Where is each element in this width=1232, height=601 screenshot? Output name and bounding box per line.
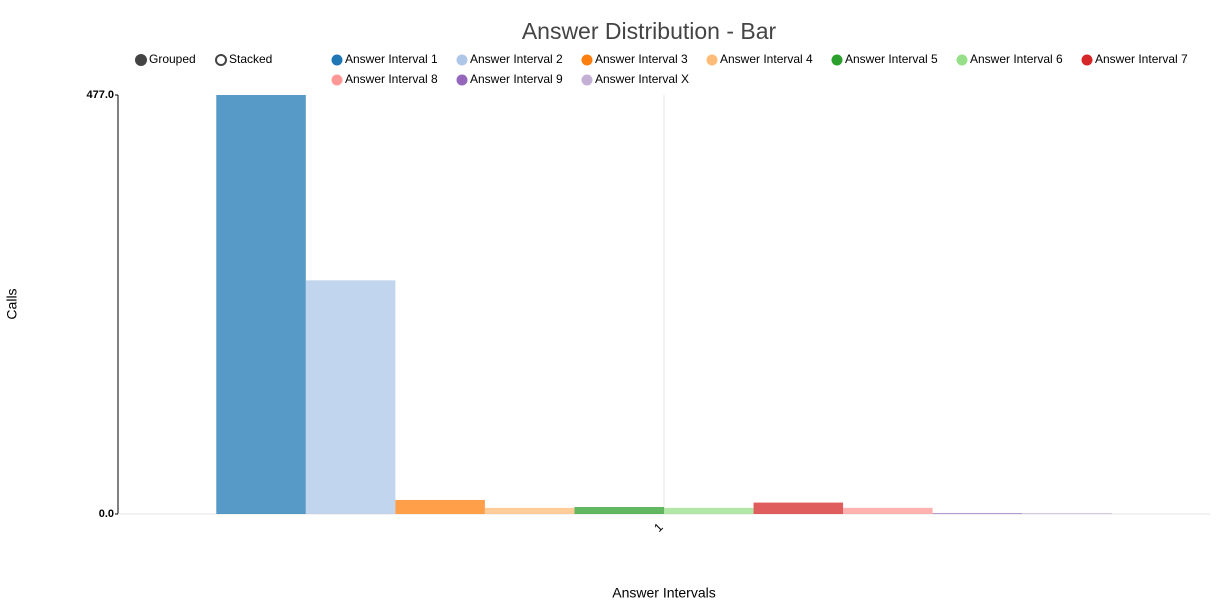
legend-label[interactable]: Answer Interval 3 xyxy=(595,52,688,66)
control-label[interactable]: Grouped xyxy=(149,52,196,66)
legend-dot[interactable] xyxy=(831,54,843,66)
x-axis-label: Answer Intervals xyxy=(612,585,715,601)
legend-label[interactable]: Answer Interval 4 xyxy=(720,52,813,66)
legend-dot[interactable] xyxy=(581,54,593,66)
legend-dot[interactable] xyxy=(1081,54,1093,66)
legend-dot[interactable] xyxy=(331,54,343,66)
bar xyxy=(305,280,396,514)
control-label[interactable]: Stacked xyxy=(229,52,272,66)
bar xyxy=(843,507,933,514)
bar xyxy=(574,506,664,514)
y-axis-label: Calls xyxy=(4,288,20,319)
bar xyxy=(395,499,485,514)
legend-dot[interactable] xyxy=(706,54,718,66)
bar xyxy=(216,95,306,514)
y-tick-label: 477.0 xyxy=(86,89,114,101)
control-dot[interactable] xyxy=(215,54,227,66)
legend-dot[interactable] xyxy=(456,74,468,86)
legend-label[interactable]: Answer Interval 8 xyxy=(345,72,438,86)
bar xyxy=(932,513,1023,514)
control-dot[interactable] xyxy=(135,54,147,66)
legend-label[interactable]: Answer Interval 7 xyxy=(1095,52,1188,66)
chart-title: Answer Distribution - Bar xyxy=(522,18,777,44)
legend-label[interactable]: Answer Interval 1 xyxy=(345,52,438,66)
legend-label[interactable]: Answer Interval 6 xyxy=(970,52,1063,66)
legend-dot[interactable] xyxy=(581,74,593,86)
legend-dot[interactable] xyxy=(331,74,343,86)
bar xyxy=(753,502,844,514)
bar xyxy=(664,507,754,514)
y-tick-label: 0.0 xyxy=(99,508,114,520)
legend-label[interactable]: Answer Interval X xyxy=(595,72,689,86)
legend-dot[interactable] xyxy=(456,54,468,66)
bar xyxy=(1022,513,1112,514)
legend-label[interactable]: Answer Interval 9 xyxy=(470,72,563,86)
x-tick-label: 1 xyxy=(651,520,666,535)
legend-label[interactable]: Answer Interval 2 xyxy=(470,52,563,66)
legend-dot[interactable] xyxy=(956,54,968,66)
bar xyxy=(484,507,575,514)
legend-label[interactable]: Answer Interval 5 xyxy=(845,52,938,66)
